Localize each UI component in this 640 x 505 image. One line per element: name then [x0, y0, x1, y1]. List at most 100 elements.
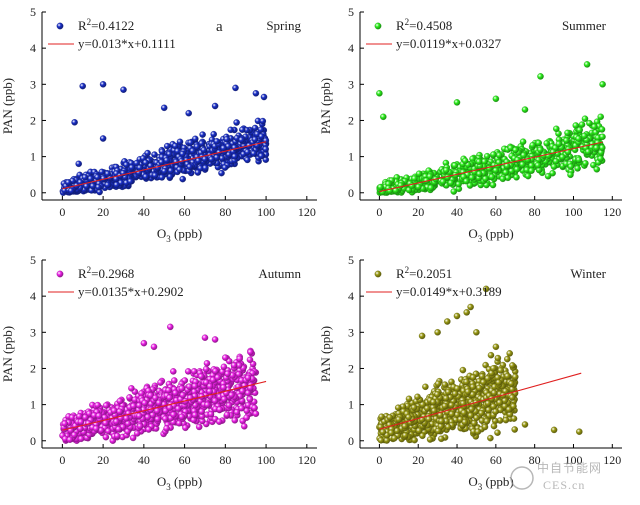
y-tick-label: 2	[30, 361, 36, 375]
data-point	[218, 155, 226, 162]
data-point	[496, 399, 503, 406]
x-axis-title: O3 (ppb)	[468, 226, 513, 244]
data-point	[513, 166, 521, 173]
data-point	[544, 172, 552, 180]
data-point	[94, 401, 101, 409]
data-point	[524, 156, 532, 164]
data-point	[241, 423, 248, 430]
data-point	[163, 142, 171, 150]
data-point	[92, 425, 100, 432]
data-point	[492, 408, 499, 415]
data-point	[451, 162, 459, 169]
data-point	[220, 144, 227, 152]
data-point	[115, 425, 122, 433]
data-point	[442, 395, 450, 402]
regression-line	[379, 141, 603, 193]
x-tick-label: 100	[564, 453, 582, 467]
data-point	[128, 164, 136, 171]
data-point	[492, 343, 500, 351]
data-point	[379, 428, 387, 436]
data-point	[575, 156, 583, 164]
data-point	[481, 423, 489, 431]
data-point	[152, 394, 159, 402]
data-point	[593, 144, 600, 152]
season-label: Autumn	[258, 266, 301, 281]
data-point	[487, 351, 495, 359]
data-point	[178, 385, 186, 392]
data-point	[198, 408, 205, 415]
data-point	[239, 126, 246, 133]
y-tick-label: 5	[348, 5, 354, 19]
data-point	[599, 81, 606, 88]
data-point	[67, 187, 75, 195]
y-tick-label: 1	[30, 398, 36, 412]
data-point	[470, 419, 478, 427]
data-point	[386, 414, 394, 421]
data-point	[104, 170, 111, 177]
season-label: Spring	[266, 18, 301, 33]
data-point	[564, 129, 571, 137]
x-tick-label: 60	[179, 205, 191, 219]
data-point	[99, 81, 107, 88]
data-point	[141, 399, 149, 407]
data-point	[572, 122, 580, 129]
data-point	[178, 413, 186, 421]
data-point	[405, 395, 413, 403]
data-point	[519, 161, 526, 168]
data-point	[189, 147, 196, 155]
data-point	[438, 417, 445, 425]
data-point	[476, 170, 483, 178]
x-tick-label: 20	[97, 453, 109, 467]
data-point	[206, 388, 213, 395]
data-point	[104, 181, 111, 189]
data-point	[473, 414, 480, 422]
data-point	[225, 402, 233, 409]
data-point	[415, 427, 423, 434]
data-point	[512, 373, 519, 381]
data-point	[550, 163, 558, 170]
y-tick-label: 2	[348, 361, 354, 375]
data-point	[162, 415, 169, 422]
x-tick-label: 80	[219, 205, 231, 219]
data-point	[543, 140, 550, 147]
data-point	[504, 372, 511, 380]
x-tick-label: 100	[257, 453, 275, 467]
data-point	[95, 412, 103, 420]
data-point	[555, 140, 563, 148]
data-point	[414, 393, 421, 401]
data-point	[130, 402, 137, 410]
x-tick-label: 80	[219, 453, 231, 467]
data-point	[246, 396, 254, 403]
data-point	[480, 378, 487, 386]
data-point	[244, 374, 252, 382]
data-point	[506, 350, 513, 357]
data-point	[136, 422, 144, 430]
x-tick-label: 20	[412, 453, 424, 467]
x-tick-label: 0	[376, 205, 382, 219]
data-point	[581, 132, 588, 140]
data-point	[553, 125, 560, 133]
data-point	[163, 157, 170, 164]
y-tick-label: 4	[348, 41, 354, 55]
regression-line	[379, 372, 582, 430]
data-point	[508, 380, 515, 387]
data-point	[482, 175, 489, 183]
data-point	[201, 334, 209, 341]
y-tick-label: 3	[348, 77, 354, 91]
x-axis-title: O3 (ppb)	[157, 474, 202, 492]
data-point	[492, 95, 500, 103]
data-point	[473, 329, 480, 336]
data-point	[110, 407, 118, 414]
data-point	[247, 348, 254, 356]
data-point	[182, 424, 189, 432]
legend-r2: R2=0.2968	[78, 265, 134, 281]
data-point	[441, 402, 449, 410]
data-point	[259, 117, 267, 125]
data-point	[490, 365, 497, 372]
data-point	[161, 167, 168, 175]
data-point	[469, 374, 477, 381]
data-point	[211, 102, 219, 110]
x-axis-title: O3 (ppb)	[468, 474, 513, 492]
data-point	[489, 181, 497, 189]
data-point	[567, 163, 575, 170]
